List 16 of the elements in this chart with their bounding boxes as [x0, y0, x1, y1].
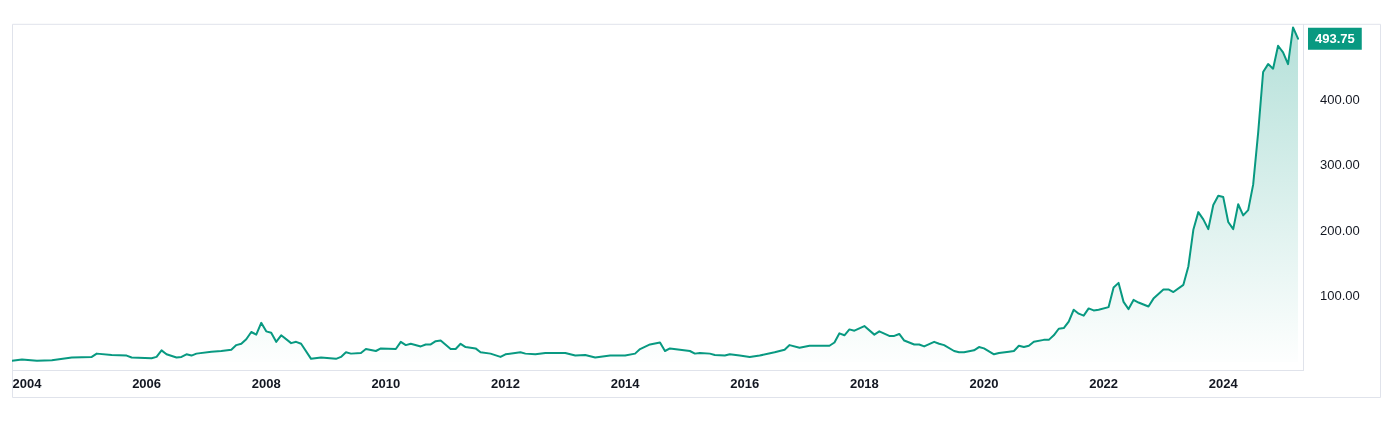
annotation: 493.75 — [1315, 31, 1355, 47]
x-tick-label: 2012 — [491, 376, 520, 392]
x-tick-label: 2008 — [251, 376, 281, 392]
x-tick-label: 2004 — [12, 376, 43, 392]
x-tick-label: 2022 — [1089, 376, 1119, 392]
x-tick-label: 2016 — [730, 376, 760, 392]
y-tick-label: 200.00 — [1320, 222, 1360, 238]
y-tick-label: 100.00 — [1320, 288, 1360, 304]
x-tick-label: 2006 — [132, 376, 162, 392]
y-tick-label: 300.00 — [1320, 157, 1360, 173]
x-tick-label: 2018 — [849, 376, 879, 392]
x-tick-label: 2020 — [969, 376, 999, 392]
x-tick-label: 2014 — [610, 376, 641, 392]
x-tick-label: 2010 — [371, 376, 401, 392]
y-tick-label: 400.00 — [1320, 91, 1360, 107]
x-tick-label: 2024 — [1208, 376, 1239, 392]
